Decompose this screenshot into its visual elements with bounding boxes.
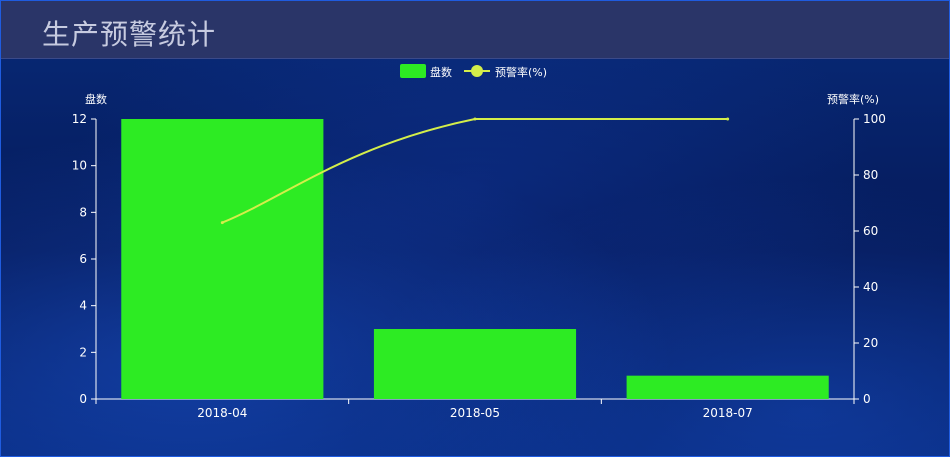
x-tick-label: 2018-05 <box>450 406 500 420</box>
y-axis-right-title: 预警率(%) <box>827 92 879 106</box>
y-tick-label-right: 100 <box>863 112 886 126</box>
warning-rate-point-2018-07[interactable] <box>726 117 730 121</box>
bar-2018-05[interactable] <box>373 329 577 399</box>
y-tick-label-left: 4 <box>79 299 87 313</box>
y-tick-label-left: 6 <box>79 252 87 266</box>
legend-bar-swatch[interactable] <box>400 64 426 78</box>
plot-area: 0 2 4 6 8 10 12 0 20 40 60 80 100 2018-04 2018-05 2018-… <box>72 112 886 420</box>
y-tick-label-right: 40 <box>863 280 878 294</box>
y-tick-label-right: 80 <box>863 168 878 182</box>
y-tick-label-left: 2 <box>79 345 87 359</box>
warning-rate-point-2018-05[interactable] <box>473 117 477 121</box>
y-axis-left-title: 盘数 <box>85 92 107 106</box>
x-tick-label: 2018-07 <box>703 406 753 420</box>
y-tick-label-right: 20 <box>863 336 878 350</box>
y-tick-label-left: 0 <box>79 392 87 406</box>
y-tick-label-left: 10 <box>72 159 87 173</box>
header-bar: 生产预警统计 <box>1 1 949 59</box>
legend: 盘数 预警率(%) <box>400 64 547 79</box>
warning-rate-point-2018-04[interactable] <box>220 221 224 225</box>
legend-line-label[interactable]: 预警率(%) <box>495 65 547 79</box>
legend-line-marker <box>471 65 483 77</box>
y-tick-label-left: 12 <box>72 112 87 126</box>
page-title: 生产预警统计 <box>42 18 217 51</box>
legend-bar-label[interactable]: 盘数 <box>430 65 452 79</box>
bar-2018-07[interactable] <box>626 375 829 399</box>
y-tick-label-left: 8 <box>79 205 87 219</box>
bar-2018-04[interactable] <box>121 119 324 399</box>
y-tick-label-right: 60 <box>863 224 878 238</box>
y-tick-label-right: 0 <box>863 392 871 406</box>
x-tick-label: 2018-04 <box>197 406 247 420</box>
